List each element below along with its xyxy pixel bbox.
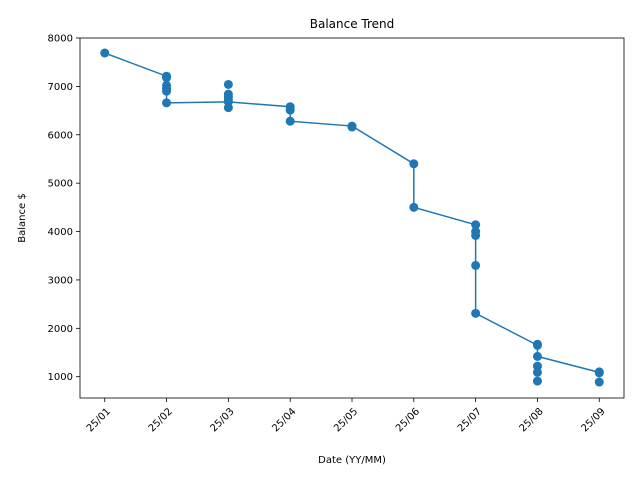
- data-point: [532, 367, 542, 377]
- x-axis-label: Date (YY/MM): [318, 455, 386, 466]
- data-point: [532, 351, 542, 361]
- chart-title: Balance Trend: [310, 17, 395, 31]
- data-point: [532, 376, 542, 386]
- data-point: [347, 122, 357, 132]
- y-tick-label: 8000: [48, 34, 73, 45]
- data-point: [223, 79, 233, 89]
- data-point: [223, 103, 233, 113]
- y-tick-label: 6000: [48, 130, 73, 141]
- data-point: [471, 220, 481, 230]
- data-point: [532, 361, 542, 371]
- data-point: [471, 260, 481, 270]
- data-point: [532, 340, 542, 350]
- y-tick-label: 4000: [48, 227, 73, 238]
- data-point: [594, 377, 604, 387]
- data-point: [285, 105, 295, 115]
- data-point: [162, 73, 172, 83]
- y-tick-label: 5000: [48, 179, 73, 190]
- y-tick-label: 2000: [48, 324, 73, 335]
- data-point: [409, 202, 419, 212]
- plot-frame: [79, 37, 625, 399]
- data-point: [594, 368, 604, 378]
- data-point: [100, 48, 110, 58]
- data-point: [471, 230, 481, 240]
- y-tick-label: 3000: [48, 275, 73, 286]
- data-point: [162, 98, 172, 108]
- data-point: [471, 308, 481, 318]
- y-tick-label: 1000: [48, 372, 73, 383]
- data-point: [162, 86, 172, 96]
- series-line: [104, 52, 600, 374]
- data-point: [285, 116, 295, 126]
- y-axis-label: Balance $: [17, 193, 28, 242]
- data-point: [409, 159, 419, 169]
- y-tick-label: 7000: [48, 82, 73, 93]
